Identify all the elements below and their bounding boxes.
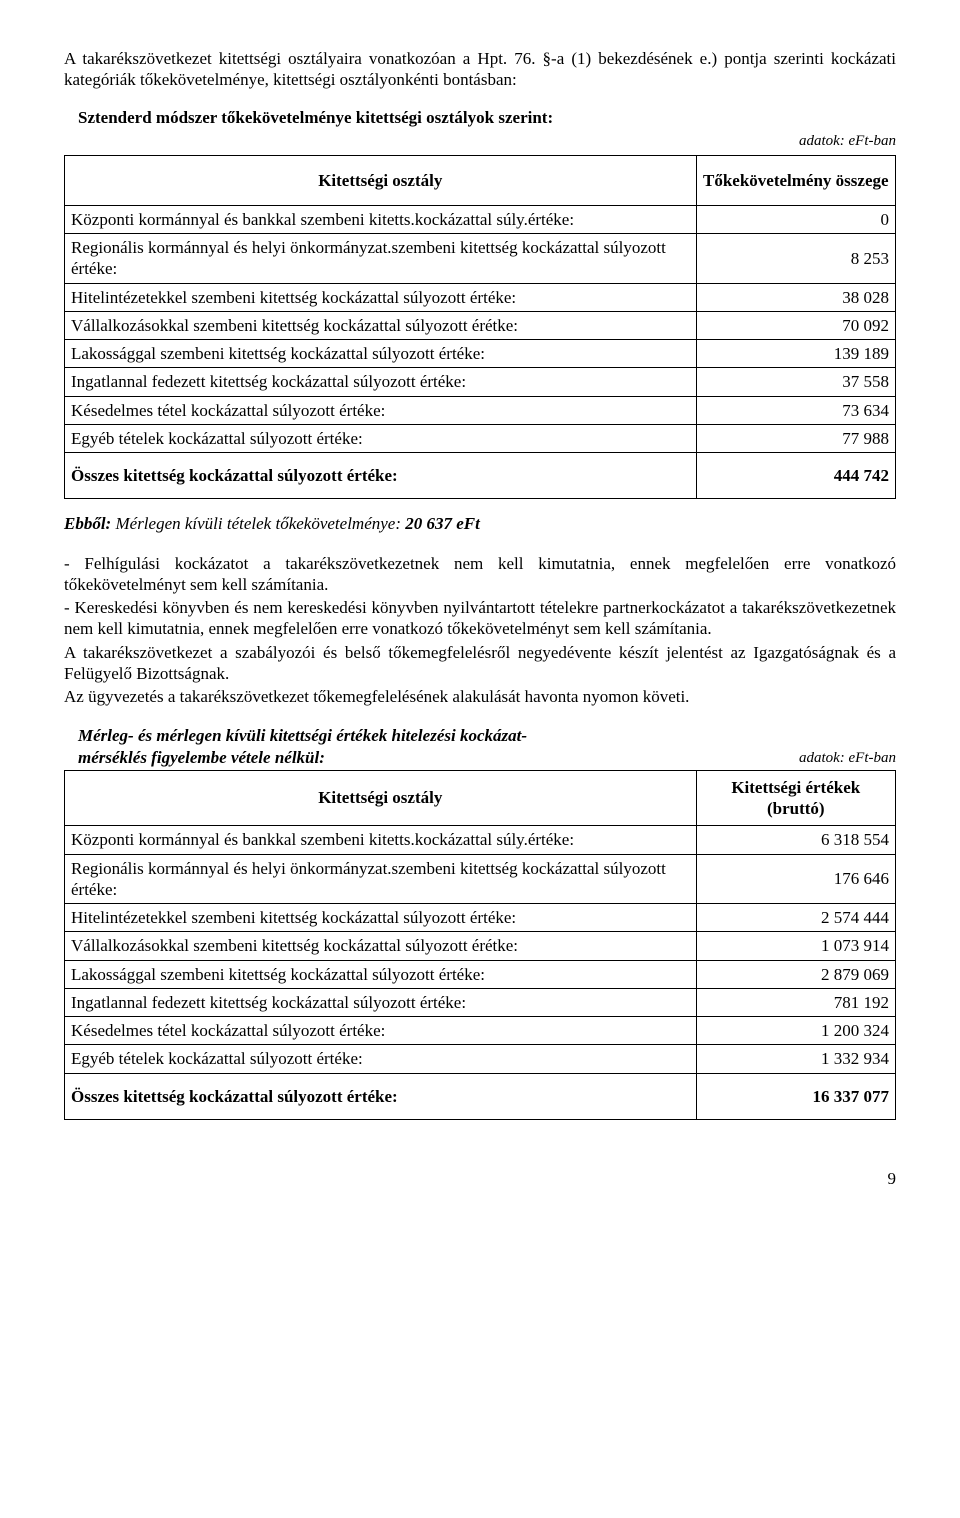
table-exposure-values: Kitettségi osztály Kitettségi értékek (b… <box>64 770 896 1120</box>
table-row-head: Kitettségi osztály Tőkekövetelmény össze… <box>65 155 896 205</box>
intro-paragraph: A takarékszövetkezet kitettségi osztálya… <box>64 48 896 91</box>
body-para-1: - Felhígulási kockázatot a takarékszövet… <box>64 553 896 596</box>
col-head-value: Kitettségi értékek (bruttó) <box>696 770 895 826</box>
cell-value-sum: 16 337 077 <box>696 1073 895 1119</box>
units-note-2: adatok: eFt-ban <box>799 749 896 768</box>
cell-value: 37 558 <box>696 368 895 396</box>
subheading-2-line2: mérséklés figyelembe vétele nélkül: <box>78 748 325 767</box>
cell-label: Központi kormánnyal és bankkal szembeni … <box>65 205 697 233</box>
table-row: Vállalkozásokkal szembeni kitettség kock… <box>65 311 896 339</box>
cell-label: Hitelintézetekkel szembeni kitettség koc… <box>65 283 697 311</box>
cell-value: 2 879 069 <box>696 960 895 988</box>
table-row: Központi kormánnyal és bankkal szembeni … <box>65 826 896 854</box>
cell-value: 1 332 934 <box>696 1045 895 1073</box>
table-row: Egyéb tételek kockázattal súlyozott érté… <box>65 1045 896 1073</box>
cell-label: Lakossággal szembeni kitettség kockázatt… <box>65 960 697 988</box>
cell-value: 139 189 <box>696 340 895 368</box>
page-number: 9 <box>64 1168 896 1189</box>
table-row: Vállalkozásokkal szembeni kitettség kock… <box>65 932 896 960</box>
table-row: Hitelintézetekkel szembeni kitettség koc… <box>65 283 896 311</box>
cell-label: Regionális kormánnyal és helyi önkormány… <box>65 854 697 904</box>
table-row: Lakossággal szembeni kitettség kockázatt… <box>65 340 896 368</box>
ebbil-value: 20 637 eFt <box>405 514 480 533</box>
cell-value-sum: 444 742 <box>696 453 895 499</box>
cell-value: 176 646 <box>696 854 895 904</box>
cell-label: Ingatlannal fedezett kitettség kockázatt… <box>65 368 697 396</box>
cell-label: Ingatlannal fedezett kitettség kockázatt… <box>65 988 697 1016</box>
body-para-2: - Kereskedési könyvben és nem kereskedés… <box>64 597 896 640</box>
table-row: Lakossággal szembeni kitettség kockázatt… <box>65 960 896 988</box>
cell-label: Késedelmes tétel kockázattal súlyozott é… <box>65 1017 697 1045</box>
table-row-sum: Összes kitettség kockázattal súlyozott é… <box>65 453 896 499</box>
cell-value: 1 200 324 <box>696 1017 895 1045</box>
table-row-sum: Összes kitettség kockázattal súlyozott é… <box>65 1073 896 1119</box>
cell-label-sum: Összes kitettség kockázattal súlyozott é… <box>65 453 697 499</box>
table-row: Ingatlannal fedezett kitettség kockázatt… <box>65 368 896 396</box>
cell-label: Egyéb tételek kockázattal súlyozott érté… <box>65 1045 697 1073</box>
table-capital-requirement: Kitettségi osztály Tőkekövetelmény össze… <box>64 155 896 500</box>
cell-label: Lakossággal szembeni kitettség kockázatt… <box>65 340 697 368</box>
ebbil-prefix: Ebből: <box>64 514 111 533</box>
cell-value: 2 574 444 <box>696 904 895 932</box>
cell-value: 8 253 <box>696 234 895 284</box>
table-row: Késedelmes tétel kockázattal súlyozott é… <box>65 1017 896 1045</box>
cell-label: Központi kormánnyal és bankkal szembeni … <box>65 826 697 854</box>
table-row: Ingatlannal fedezett kitettség kockázatt… <box>65 988 896 1016</box>
cell-value: 0 <box>696 205 895 233</box>
cell-label-sum: Összes kitettség kockázattal súlyozott é… <box>65 1073 697 1119</box>
table-row: Regionális kormánnyal és helyi önkormány… <box>65 854 896 904</box>
subheading-2: Mérleg- és mérlegen kívüli kitettségi ér… <box>78 725 660 768</box>
table-row: Késedelmes tétel kockázattal súlyozott é… <box>65 396 896 424</box>
col-head-value: Tőkekövetelmény összege <box>696 155 895 205</box>
cell-label: Késedelmes tétel kockázattal súlyozott é… <box>65 396 697 424</box>
table-row: Regionális kormánnyal és helyi önkormány… <box>65 234 896 284</box>
subheading-2-line1: Mérleg- és mérlegen kívüli kitettségi ér… <box>78 726 527 745</box>
cell-value: 1 073 914 <box>696 932 895 960</box>
cell-label: Egyéb tételek kockázattal súlyozott érté… <box>65 424 697 452</box>
cell-label: Hitelintézetekkel szembeni kitettség koc… <box>65 904 697 932</box>
cell-value: 70 092 <box>696 311 895 339</box>
cell-label: Regionális kormánnyal és helyi önkormány… <box>65 234 697 284</box>
cell-value: 73 634 <box>696 396 895 424</box>
units-note-1: adatok: eFt-ban <box>64 132 896 151</box>
cell-value: 781 192 <box>696 988 895 1016</box>
col-head-class: Kitettségi osztály <box>65 155 697 205</box>
ebbil-text: Mérlegen kívüli tételek tőkekövetelménye… <box>111 514 405 533</box>
table-row: Egyéb tételek kockázattal súlyozott érté… <box>65 424 896 452</box>
ebbil-line: Ebből: Mérlegen kívüli tételek tőkekövet… <box>64 513 896 534</box>
cell-label: Vállalkozásokkal szembeni kitettség kock… <box>65 311 697 339</box>
cell-value: 77 988 <box>696 424 895 452</box>
cell-value: 38 028 <box>696 283 895 311</box>
body-para-3: A takarékszövetkezet a szabályozói és be… <box>64 642 896 685</box>
col-head-class: Kitettségi osztály <box>65 770 697 826</box>
table-row: Hitelintézetekkel szembeni kitettség koc… <box>65 904 896 932</box>
body-para-4: Az ügyvezetés a takarékszövetkezet tőkem… <box>64 686 896 707</box>
subheading-1: Sztenderd módszer tőkekövetelménye kitet… <box>78 107 896 128</box>
table-row: Központi kormánnyal és bankkal szembeni … <box>65 205 896 233</box>
cell-value: 6 318 554 <box>696 826 895 854</box>
table-row-head: Kitettségi osztály Kitettségi értékek (b… <box>65 770 896 826</box>
cell-label: Vállalkozásokkal szembeni kitettség kock… <box>65 932 697 960</box>
